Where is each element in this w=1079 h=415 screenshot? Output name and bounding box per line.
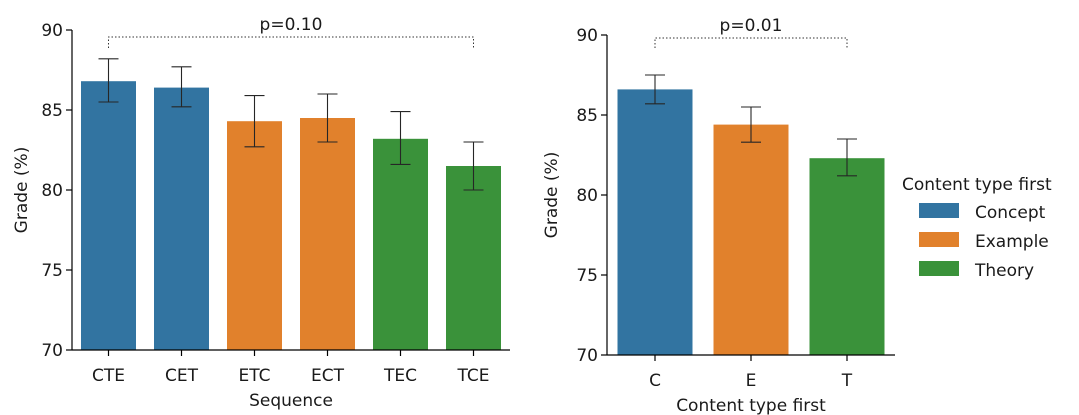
legend-entry-theory: Theory: [919, 261, 1034, 281]
legend-entry-concept: Concept: [919, 203, 1046, 223]
error-bar-cet: [171, 66, 192, 108]
error-bar-tce: [463, 141, 484, 191]
error-bar-c: [645, 74, 665, 105]
legend-swatch-theory: [919, 261, 959, 276]
y-tick-label: 90: [576, 26, 598, 46]
legend-swatch-concept: [919, 203, 959, 218]
y-axis-label: Grade (%): [542, 152, 562, 239]
error-bar-t: [837, 138, 857, 177]
legend-swatch-example: [919, 232, 959, 247]
significance-label: p=0.01: [720, 16, 783, 36]
y-tick-label: 85: [41, 101, 63, 121]
error-bar-tec: [390, 111, 411, 165]
error-bar-etc: [244, 95, 265, 148]
significance-annotation: p=0.01: [654, 16, 848, 48]
bar-tec: [373, 138, 428, 350]
y-tick-label: 70: [41, 341, 63, 361]
legend: Content type first Concept Example Theor…: [902, 175, 1052, 281]
x-tick-label-c: C: [649, 371, 661, 391]
bar-e: [713, 124, 789, 355]
x-tick-label-tce: TCE: [457, 366, 490, 386]
significance-bracket: [654, 37, 848, 48]
chart-content-type-first: 70 75 80 85 90 C E T Content type first Grade (%)…: [542, 16, 895, 415]
legend-label-theory: Theory: [974, 261, 1034, 281]
y-tick-label: 75: [576, 266, 598, 286]
bar-c: [617, 89, 693, 356]
y-tick-label: 80: [576, 186, 598, 206]
x-tick-label-tec: TEC: [383, 366, 417, 386]
y-tick-label: 70: [576, 346, 598, 366]
bar-cte: [81, 81, 136, 350]
legend-label-concept: Concept: [975, 203, 1046, 223]
legend-entry-example: Example: [919, 232, 1049, 252]
x-tick-label-ect: ECT: [311, 366, 345, 386]
bar-ect: [300, 118, 355, 350]
chart-sequence: 70 75 80 85 90 CTE CET ETC ECT TEC TCE Sequence Grad…: [12, 15, 510, 411]
legend-label-example: Example: [975, 232, 1049, 252]
significance-annotation: p=0.10: [108, 15, 474, 48]
error-bar-e: [741, 106, 761, 143]
y-tick-label: 90: [41, 21, 63, 41]
x-tick-label-cte: CTE: [92, 366, 125, 386]
x-tick-label-t: T: [841, 371, 853, 391]
significance-label: p=0.10: [260, 15, 323, 35]
bar-cet: [154, 87, 209, 350]
significance-bracket: [108, 36, 474, 48]
x-axis-label: Content type first: [676, 396, 826, 415]
y-tick-label: 85: [576, 106, 598, 126]
y-tick-label: 80: [41, 181, 63, 201]
y-tick-label: 75: [41, 261, 63, 281]
x-tick-label-e: E: [746, 371, 757, 391]
x-axis-label: Sequence: [249, 391, 333, 411]
y-axis-label: Grade (%): [12, 147, 32, 234]
error-bar-ect: [317, 93, 338, 143]
legend-title: Content type first: [902, 175, 1052, 195]
bar-t: [809, 158, 885, 355]
x-tick-label-etc: ETC: [239, 366, 271, 386]
x-tick-label-cet: CET: [165, 366, 199, 386]
error-bar-cte: [98, 58, 119, 103]
bar-etc: [227, 121, 282, 350]
bar-tce: [446, 166, 501, 350]
